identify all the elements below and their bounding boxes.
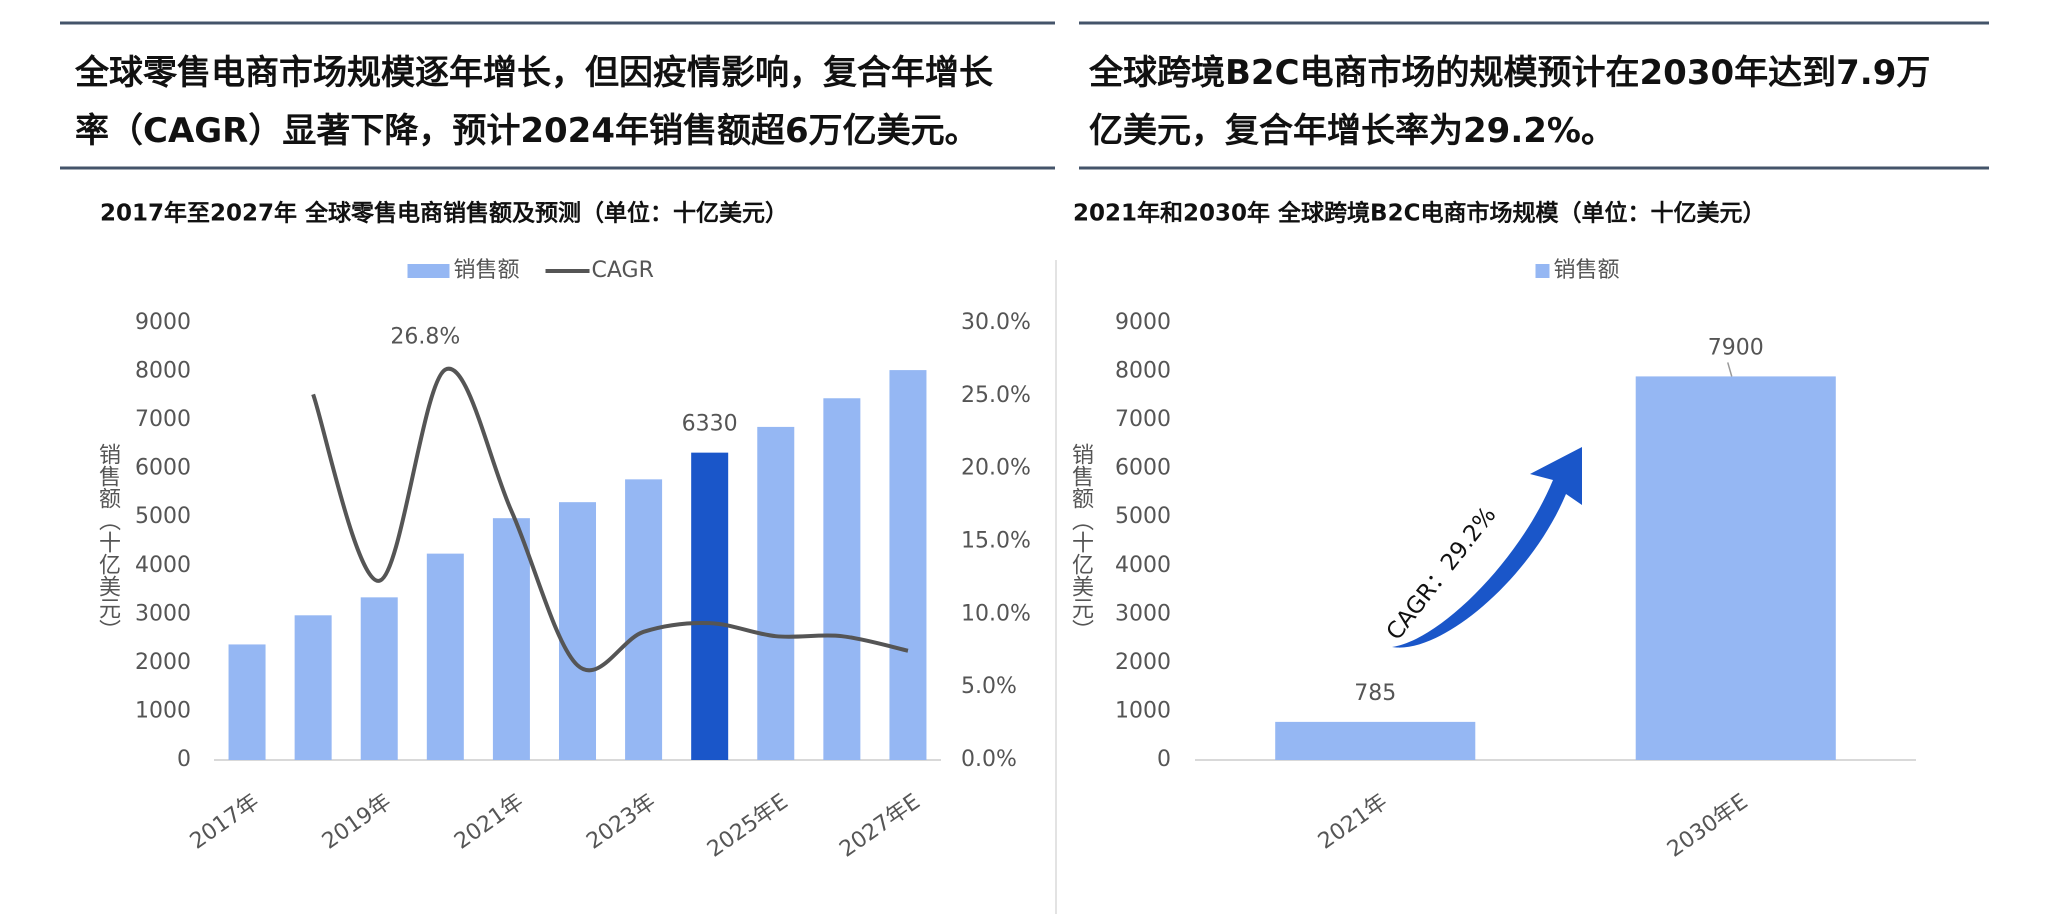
- y-tick-label: 3000: [1115, 601, 1171, 626]
- y2-tick-label: 15.0%: [961, 529, 1031, 554]
- x-tick-label: 2019年: [318, 789, 396, 854]
- bar: [757, 426, 795, 760]
- bar: [492, 518, 530, 760]
- y-tick-label: 4000: [1115, 553, 1171, 578]
- y2-tick-label: 30.0%: [961, 310, 1031, 335]
- legend-label: 销售额: [1554, 258, 1620, 283]
- y-tick-label: 4000: [135, 553, 191, 578]
- y-tick-label: 8000: [1115, 359, 1171, 384]
- bar: [558, 502, 597, 760]
- y-tick-label: 9000: [1115, 310, 1171, 335]
- legend-swatch: [407, 264, 450, 278]
- x-tick-label: 2027年E: [835, 789, 925, 862]
- x-tick-label: 2030年E: [1663, 789, 1753, 862]
- y-tick-label: 6000: [1115, 456, 1171, 481]
- bar: [889, 370, 927, 760]
- y-tick-label: 2000: [135, 650, 191, 675]
- legend-label: CAGR: [592, 258, 654, 283]
- cagr-line: [311, 366, 909, 673]
- leader-line: [1727, 362, 1733, 377]
- y-tick-label: 9000: [135, 310, 191, 335]
- y2-tick-label: 25.0%: [961, 383, 1031, 408]
- chart-title: 2021年和2030年 全球跨境B2C电商市场规模（单位：十亿美元）: [1073, 200, 1765, 227]
- bar: [1275, 721, 1476, 760]
- legend-label: 销售额: [454, 258, 520, 283]
- y-tick-label: 1000: [1115, 698, 1171, 723]
- y2-tick-label: 0.0%: [961, 747, 1017, 772]
- bar: [691, 452, 729, 760]
- bar: [625, 479, 663, 760]
- value-label: 7900: [1708, 335, 1764, 360]
- x-tick-label: 2021年: [450, 789, 528, 854]
- legend-swatch: [1535, 264, 1550, 278]
- headline: 全球零售电商市场规模逐年增长，但因疫情影响，复合年增长: [74, 53, 993, 93]
- y-tick-label: 6000: [135, 456, 191, 481]
- bar: [360, 597, 398, 760]
- bar: [1635, 376, 1836, 760]
- x-tick-label: 2023年: [582, 789, 660, 854]
- x-tick-label: 2021年: [1314, 789, 1392, 854]
- headline: 率（CAGR）显著下降，预计2024年销售额超6万亿美元。: [75, 111, 979, 151]
- y-tick-label: 2000: [1115, 650, 1171, 675]
- y2-tick-label: 20.0%: [961, 456, 1031, 481]
- y-axis-title: 销售额（十亿美元）: [95, 443, 121, 641]
- bar: [228, 644, 266, 760]
- bar: [823, 398, 861, 760]
- x-tick-label: 2017年: [186, 789, 264, 854]
- x-tick-label: 2025年E: [703, 789, 793, 862]
- bar: [426, 553, 464, 760]
- y-tick-label: 1000: [135, 698, 191, 723]
- y2-tick-label: 10.0%: [961, 601, 1031, 626]
- headline: 全球跨境B2C电商市场的规模预计在2030年达到7.9万: [1088, 53, 1930, 93]
- y-tick-label: 0: [177, 747, 191, 772]
- y-tick-label: 7000: [135, 407, 191, 432]
- y-tick-label: 8000: [135, 359, 191, 384]
- y-tick-label: 0: [1157, 747, 1171, 772]
- bar: [294, 615, 332, 760]
- growth-arrow: [1392, 447, 1582, 648]
- value-label: 6330: [682, 412, 738, 437]
- y-tick-label: 7000: [1115, 407, 1171, 432]
- y2-tick-label: 5.0%: [961, 674, 1017, 699]
- y-tick-label: 5000: [1115, 504, 1171, 529]
- value-label: 785: [1354, 681, 1396, 706]
- headline: 亿美元，复合年增长率为29.2%。: [1089, 111, 1615, 151]
- y-tick-label: 5000: [135, 504, 191, 529]
- chart-title: 2017年至2027年 全球零售电商销售额及预测（单位：十亿美元）: [100, 200, 788, 227]
- y-axis-title: 销售额（十亿美元）: [1068, 443, 1094, 641]
- value-label: 26.8%: [390, 325, 460, 350]
- y-tick-label: 3000: [135, 601, 191, 626]
